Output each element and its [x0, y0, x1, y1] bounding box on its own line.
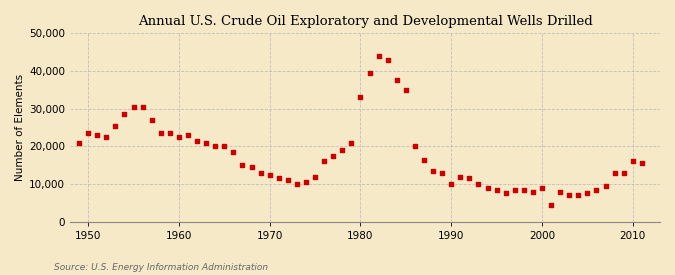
Point: [146, 118, 157, 122]
Point: [210, 144, 221, 148]
Point: [237, 163, 248, 167]
Point: [183, 133, 194, 137]
Point: [528, 189, 539, 194]
Point: [627, 159, 638, 164]
Point: [428, 169, 439, 173]
Point: [392, 78, 402, 82]
Point: [337, 148, 348, 152]
Point: [446, 182, 457, 186]
Point: [119, 112, 130, 117]
Point: [101, 135, 112, 139]
Title: Annual U.S. Crude Oil Exploratory and Developmental Wells Drilled: Annual U.S. Crude Oil Exploratory and De…: [138, 15, 593, 28]
Point: [410, 144, 421, 148]
Point: [373, 54, 384, 58]
Point: [455, 174, 466, 179]
Point: [110, 123, 121, 128]
Point: [310, 174, 321, 179]
Point: [591, 188, 602, 192]
Point: [83, 131, 94, 135]
Point: [173, 135, 184, 139]
Point: [200, 141, 211, 145]
Point: [437, 170, 448, 175]
Point: [545, 203, 556, 207]
Point: [610, 170, 620, 175]
Point: [328, 153, 339, 158]
Point: [155, 131, 166, 135]
Point: [346, 141, 357, 145]
Point: [246, 165, 257, 169]
Point: [573, 193, 584, 197]
Point: [255, 170, 266, 175]
Point: [537, 186, 547, 190]
Text: Source: U.S. Energy Information Administration: Source: U.S. Energy Information Administ…: [54, 263, 268, 272]
Point: [564, 193, 574, 197]
Point: [555, 189, 566, 194]
Point: [265, 172, 275, 177]
Point: [500, 191, 511, 196]
Point: [600, 184, 611, 188]
Point: [510, 188, 520, 192]
Point: [482, 186, 493, 190]
Point: [292, 182, 302, 186]
Point: [382, 57, 393, 62]
Point: [582, 191, 593, 196]
Point: [355, 95, 366, 100]
Point: [518, 188, 529, 192]
Point: [219, 144, 230, 148]
Point: [128, 104, 139, 109]
Point: [92, 133, 103, 137]
Point: [637, 161, 647, 166]
Point: [165, 131, 176, 135]
Point: [464, 176, 475, 181]
Point: [137, 104, 148, 109]
Point: [228, 150, 239, 154]
Point: [364, 71, 375, 75]
Point: [319, 159, 329, 164]
Point: [400, 88, 411, 92]
Point: [473, 182, 484, 186]
Point: [491, 188, 502, 192]
Y-axis label: Number of Elements: Number of Elements: [15, 74, 25, 181]
Point: [300, 180, 311, 184]
Point: [282, 178, 293, 183]
Point: [418, 157, 429, 162]
Point: [74, 141, 84, 145]
Point: [618, 170, 629, 175]
Point: [192, 139, 202, 143]
Point: [273, 176, 284, 181]
